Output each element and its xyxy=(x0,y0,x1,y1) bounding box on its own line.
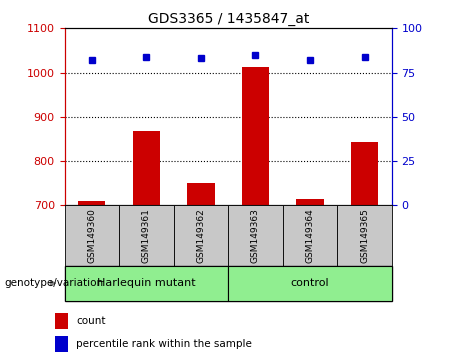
Title: GDS3365 / 1435847_at: GDS3365 / 1435847_at xyxy=(148,12,309,26)
Bar xyxy=(55,336,68,352)
Bar xyxy=(228,266,392,301)
Text: GSM149365: GSM149365 xyxy=(360,208,369,263)
Text: count: count xyxy=(77,316,106,326)
Text: percentile rank within the sample: percentile rank within the sample xyxy=(77,339,252,349)
Text: GSM149363: GSM149363 xyxy=(251,208,260,263)
Bar xyxy=(65,205,119,266)
Text: Harlequin mutant: Harlequin mutant xyxy=(97,278,195,288)
Bar xyxy=(119,205,174,266)
Bar xyxy=(187,183,214,205)
Bar xyxy=(228,205,283,266)
Bar xyxy=(283,205,337,266)
Text: GSM149364: GSM149364 xyxy=(306,208,314,263)
Bar xyxy=(78,201,106,205)
Bar xyxy=(133,131,160,205)
Text: GSM149361: GSM149361 xyxy=(142,208,151,263)
Bar xyxy=(65,266,228,301)
Text: GSM149362: GSM149362 xyxy=(196,208,206,263)
Bar xyxy=(296,199,324,205)
Bar xyxy=(55,313,68,329)
Text: genotype/variation: genotype/variation xyxy=(5,278,104,288)
Bar xyxy=(174,205,228,266)
Text: GSM149360: GSM149360 xyxy=(87,208,96,263)
Bar xyxy=(351,142,378,205)
Text: control: control xyxy=(291,278,329,288)
Bar xyxy=(337,205,392,266)
Bar xyxy=(242,67,269,205)
